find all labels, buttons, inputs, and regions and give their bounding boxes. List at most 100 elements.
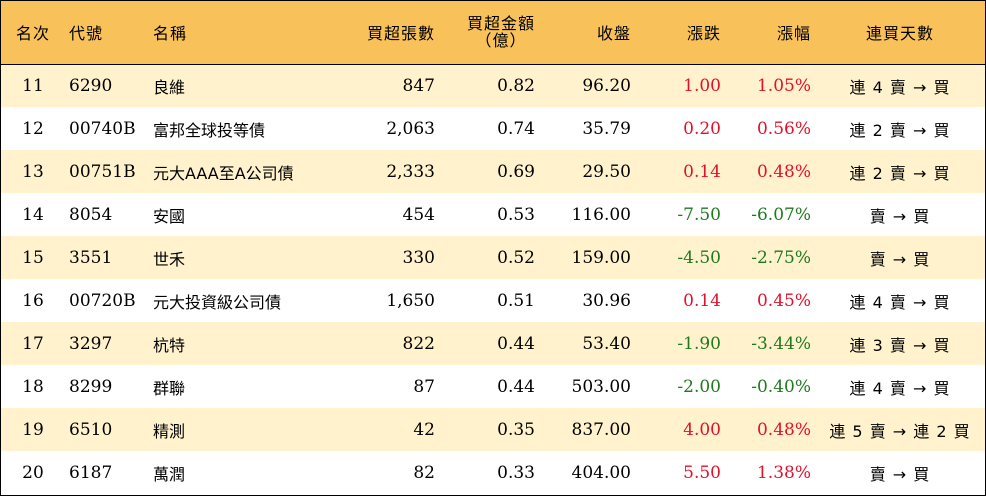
cell-change: 0.20 xyxy=(683,118,721,139)
table-row: 14 8054 安國 454 0.53 116.00 -7.50 -6.07% 賣 → 買 xyxy=(1,193,985,236)
cell-pct: -6.07% xyxy=(751,204,811,225)
cell-change: 1.00 xyxy=(683,75,721,96)
cell-change: 4.00 xyxy=(683,419,721,440)
cell-streak: 賣 → 買 xyxy=(869,464,931,484)
cell-name: 元大投資級公司債 xyxy=(153,292,282,312)
cell-pct: 1.05% xyxy=(756,75,811,96)
cell-amount: 0.44 xyxy=(497,376,535,397)
cell-code: 6510 xyxy=(69,419,113,440)
cell-code: 6290 xyxy=(69,75,113,96)
cell-change: 0.14 xyxy=(683,161,721,182)
cell-pct: 1.38% xyxy=(756,462,811,483)
header-amount-line1: 買超金額 xyxy=(466,13,535,33)
header-code: 代號 xyxy=(69,24,104,44)
table-row: 12 00740B 富邦全球投等債 2,063 0.74 35.79 0.20 0.56% 連 … xyxy=(1,107,985,150)
header-change: 漲跌 xyxy=(686,24,721,44)
cell-code: 3551 xyxy=(69,247,113,268)
cell-close: 404.00 xyxy=(571,462,631,483)
cell-streak: 連 4 賣 → 買 xyxy=(849,292,951,312)
cell-pct: -2.75% xyxy=(751,247,811,268)
cell-rank: 14 xyxy=(22,204,44,225)
cell-streak: 賣 → 買 xyxy=(869,249,931,269)
header-pct: 漲幅 xyxy=(776,24,811,44)
cell-streak: 連 3 賣 → 買 xyxy=(849,335,951,355)
header-rank: 名次 xyxy=(15,24,50,44)
header-amount-line2: （億） xyxy=(475,30,527,50)
cell-shares: 2,063 xyxy=(386,118,435,139)
cell-rank: 11 xyxy=(22,75,44,96)
table-row: 13 00751B 元大AAA至A公司債 2,333 0.69 29.50 0.14 0.48… xyxy=(1,150,985,193)
cell-code: 3297 xyxy=(69,333,113,354)
cell-code: 00720B xyxy=(69,290,136,311)
cell-code: 00751B xyxy=(69,161,136,182)
cell-code: 8299 xyxy=(69,376,113,397)
cell-change: -4.50 xyxy=(677,247,721,268)
cell-rank: 17 xyxy=(22,333,44,354)
cell-amount: 0.52 xyxy=(497,247,535,268)
cell-rank: 15 xyxy=(22,247,44,268)
table-row: 11 6290 良維 847 0.82 96.20 1.00 1.05% 連 4 賣 → 買 xyxy=(1,64,985,107)
cell-name: 元大AAA至A公司債 xyxy=(153,163,294,183)
cell-name: 世禾 xyxy=(153,249,186,269)
cell-shares: 2,333 xyxy=(386,161,435,182)
cell-close: 53.40 xyxy=(582,333,631,354)
cell-change: 5.50 xyxy=(683,462,721,483)
cell-shares: 87 xyxy=(413,376,435,397)
cell-amount: 0.69 xyxy=(497,161,535,182)
table-row: 16 00720B 元大投資級公司債 1,650 0.51 30.96 0.14 0.45% 連… xyxy=(1,279,985,322)
header-shares: 買超張數 xyxy=(366,24,435,44)
cell-streak: 賣 → 買 xyxy=(869,206,931,226)
cell-streak: 連 4 賣 → 買 xyxy=(849,378,951,398)
cell-amount: 0.82 xyxy=(497,75,535,96)
cell-name: 杭特 xyxy=(153,335,186,355)
table-row: 18 8299 群聯 87 0.44 503.00 -2.00 -0.40% 連 4 賣 → 買 xyxy=(1,365,985,408)
cell-streak: 連 2 賣 → 買 xyxy=(849,120,951,140)
cell-close: 35.79 xyxy=(582,118,631,139)
cell-pct: -3.44% xyxy=(751,333,811,354)
cell-change: -7.50 xyxy=(677,204,721,225)
table-row: 19 6510 精測 42 0.35 837.00 4.00 0.48% 連 5 賣 → 連 2… xyxy=(1,408,985,451)
cell-close: 837.00 xyxy=(571,419,631,440)
cell-shares: 454 xyxy=(402,204,435,225)
cell-shares: 42 xyxy=(413,419,435,440)
cell-shares: 330 xyxy=(402,247,435,268)
cell-amount: 0.35 xyxy=(497,419,535,440)
cell-close: 503.00 xyxy=(571,376,631,397)
cell-streak: 連 5 賣 → 連 2 買 xyxy=(829,421,971,441)
cell-shares: 82 xyxy=(413,462,435,483)
header-close: 收盤 xyxy=(596,24,631,44)
header-streak: 連買天數 xyxy=(865,24,934,44)
cell-code: 00740B xyxy=(69,118,136,139)
cell-pct: 0.45% xyxy=(756,290,811,311)
table-row: 17 3297 杭特 822 0.44 53.40 -1.90 -3.44% 連 3 賣 → 買 xyxy=(1,322,985,365)
cell-rank: 19 xyxy=(22,419,44,440)
cell-code: 8054 xyxy=(69,204,113,225)
cell-pct: 0.56% xyxy=(756,118,811,139)
cell-rank: 18 xyxy=(22,376,44,397)
cell-name: 富邦全球投等債 xyxy=(153,120,266,140)
cell-rank: 12 xyxy=(22,118,44,139)
cell-close: 30.96 xyxy=(582,290,631,311)
cell-pct: 0.48% xyxy=(756,419,811,440)
cell-streak: 連 2 賣 → 買 xyxy=(849,163,951,183)
cell-pct: 0.48% xyxy=(756,161,811,182)
table-body: 11 6290 良維 847 0.82 96.20 1.00 1.05% 連 4 賣 → 買 12… xyxy=(1,64,985,494)
cell-name: 安國 xyxy=(153,206,186,226)
table-row: 15 3551 世禾 330 0.52 159.00 -4.50 -2.75% 賣 → 買 xyxy=(1,236,985,279)
cell-change: -2.00 xyxy=(677,376,721,397)
cell-name: 萬潤 xyxy=(153,464,186,484)
cell-amount: 0.51 xyxy=(497,290,535,311)
cell-amount: 0.44 xyxy=(497,333,535,354)
header-name: 名稱 xyxy=(153,24,188,44)
cell-change: -1.90 xyxy=(677,333,721,354)
cell-amount: 0.74 xyxy=(497,118,535,139)
cell-close: 116.00 xyxy=(571,204,631,225)
cell-rank: 16 xyxy=(22,290,44,311)
cell-shares: 1,650 xyxy=(386,290,435,311)
cell-close: 159.00 xyxy=(571,247,631,268)
cell-rank: 13 xyxy=(22,161,44,182)
cell-rank: 20 xyxy=(22,462,44,483)
cell-shares: 822 xyxy=(402,333,435,354)
cell-close: 29.50 xyxy=(582,161,631,182)
